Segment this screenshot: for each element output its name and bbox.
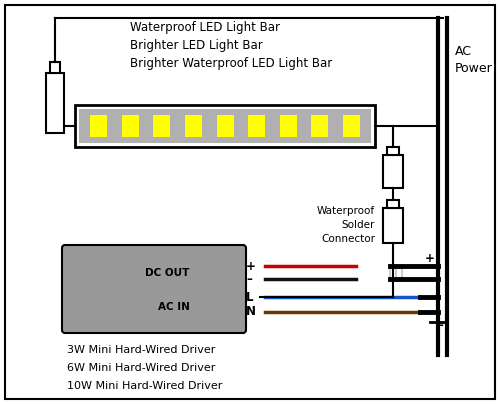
Bar: [122, 115, 139, 137]
Bar: [79, 109, 371, 143]
Text: –: –: [246, 273, 252, 286]
FancyBboxPatch shape: [62, 245, 246, 333]
Bar: [280, 115, 296, 137]
Bar: [46, 73, 64, 133]
Text: –: –: [437, 320, 443, 332]
Text: 6W Mini Hard-Wired Driver: 6W Mini Hard-Wired Driver: [67, 363, 216, 373]
Bar: [248, 115, 265, 137]
Bar: [185, 115, 202, 137]
Text: 3W Mini Hard-Wired Driver: 3W Mini Hard-Wired Driver: [67, 345, 216, 355]
Bar: [383, 208, 403, 243]
Text: L: L: [246, 291, 254, 304]
Text: Brighter LED Light Bar: Brighter LED Light Bar: [130, 40, 263, 53]
Bar: [216, 115, 234, 137]
Bar: [342, 115, 359, 137]
Text: AC
Power: AC Power: [455, 45, 493, 75]
Bar: [75, 105, 375, 147]
Text: AC IN: AC IN: [158, 302, 190, 312]
Text: DC OUT: DC OUT: [145, 267, 190, 278]
Text: +: +: [425, 252, 435, 265]
Text: Brighter Waterproof LED Light Bar: Brighter Waterproof LED Light Bar: [130, 57, 332, 71]
Bar: [383, 155, 403, 188]
Text: N: N: [246, 305, 256, 318]
Text: +: +: [246, 259, 256, 273]
Bar: [154, 115, 170, 137]
Bar: [387, 147, 399, 155]
Bar: [50, 62, 60, 73]
Bar: [387, 200, 399, 208]
Text: Waterproof LED Light Bar: Waterproof LED Light Bar: [130, 21, 280, 34]
Bar: [311, 115, 328, 137]
Text: Waterproof
Solder
Connector: Waterproof Solder Connector: [317, 206, 375, 244]
Bar: [90, 115, 108, 137]
Text: 10W Mini Hard-Wired Driver: 10W Mini Hard-Wired Driver: [67, 381, 222, 391]
